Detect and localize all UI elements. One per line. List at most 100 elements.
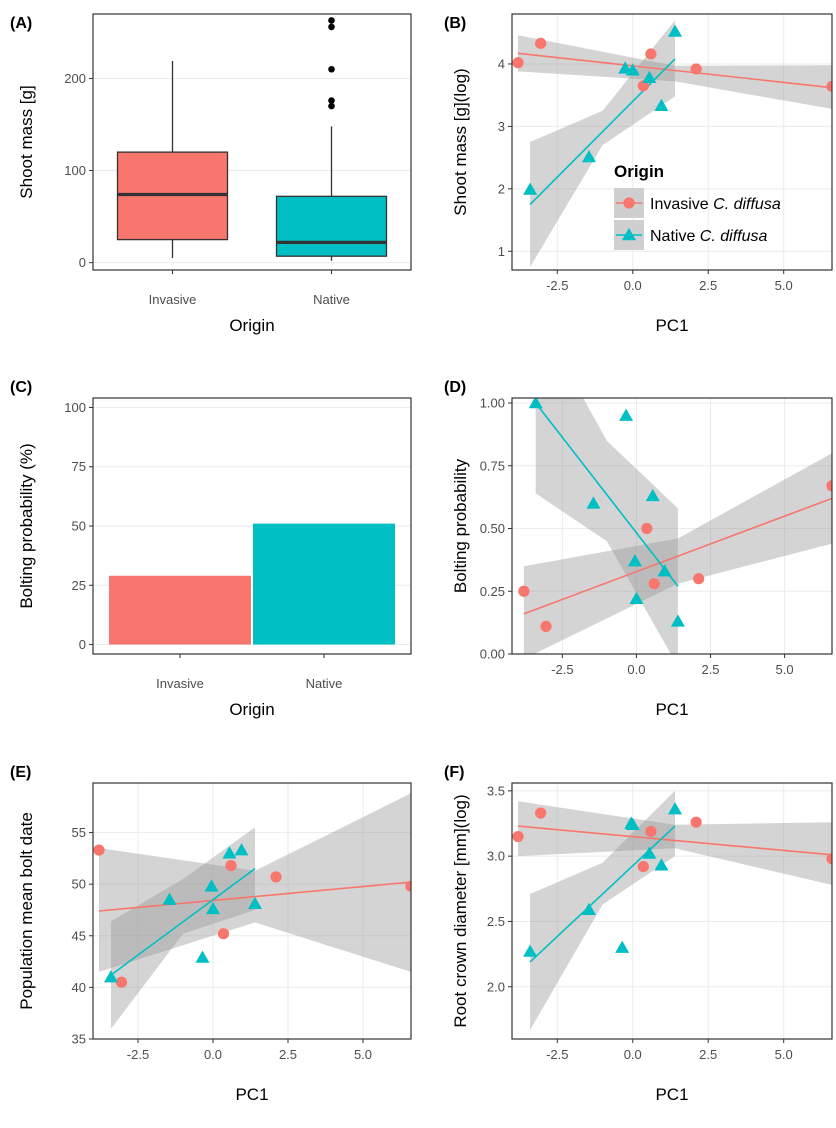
data-point-triangle <box>645 488 660 502</box>
data-point-circle <box>690 816 702 828</box>
outlier-point <box>328 17 335 24</box>
y-tick-label: 55 <box>72 825 86 840</box>
legend-key-circle <box>623 197 635 209</box>
confidence-band-invasive <box>518 801 832 885</box>
x-tick-label: 5.0 <box>775 1047 793 1062</box>
x-tick-label: 0.0 <box>624 1047 642 1062</box>
panel-label: (B) <box>444 15 466 32</box>
data-point-circle <box>405 880 411 892</box>
legend-title: Origin <box>614 162 664 181</box>
y-axis-title: Population mean bolt date <box>17 812 36 1010</box>
x-tick-label: 5.0 <box>775 278 793 293</box>
data-point-triangle <box>195 950 210 963</box>
x-tick-label: 5.0 <box>354 1047 372 1062</box>
data-point-circle <box>535 807 547 819</box>
confidence-band-native <box>530 790 675 1030</box>
panel-label: (D) <box>444 379 466 396</box>
fit-line-invasive <box>98 881 411 912</box>
plot-border <box>511 13 833 271</box>
fit-line-invasive <box>517 825 832 856</box>
data-point-triangle <box>668 802 683 815</box>
y-tick-label: 3 <box>498 119 505 134</box>
legend-label-native: Native C. diffusa <box>650 228 767 245</box>
data-point-circle <box>540 620 552 632</box>
y-axis-title: Bolting probability (%) <box>17 443 36 608</box>
data-point-triangle <box>528 398 543 409</box>
data-point-triangle <box>162 892 177 905</box>
x-tick-label: 5.0 <box>776 662 794 677</box>
plot-background <box>512 14 832 270</box>
y-tick-label: 2.0 <box>487 979 505 994</box>
data-point-triangle <box>657 564 672 577</box>
fit-line-invasive <box>517 52 832 89</box>
y-tick-label: 35 <box>72 1032 86 1047</box>
data-point-triangle <box>523 944 538 957</box>
bar-native <box>253 523 395 645</box>
x-tick-label: -2.5 <box>551 662 573 677</box>
data-point-triangle <box>642 846 657 859</box>
confidence-band-invasive <box>523 453 832 654</box>
confidence-band-native <box>111 827 255 1029</box>
panel-d: 0.00 0.25 0.50 0.75 1.00 -2.5 0.0 2.5 5.0 (D) PC1 B… <box>444 379 833 719</box>
data-point-circle <box>826 853 832 865</box>
data-point-circle <box>512 830 524 843</box>
y-tick-label: 0.50 <box>480 521 505 536</box>
data-point-circle <box>648 578 660 590</box>
panel-label: (A) <box>10 15 32 32</box>
data-point-circle <box>690 63 702 75</box>
panel-c: 0 25 50 75 100 Invasive Native (C) Origin Bolting… <box>10 379 412 719</box>
data-point-circle <box>225 859 237 872</box>
panel-e: 35 40 45 50 55 -2.5 0.0 2.5 5.0 (E) PC1 Population … <box>10 764 412 1104</box>
plot-border <box>92 782 412 1040</box>
x-axis-title: PC1 <box>235 1085 268 1104</box>
y-tick-label: 0.25 <box>480 584 505 599</box>
data-point-circle <box>535 37 547 49</box>
data-point-triangle <box>619 408 634 421</box>
data-point-triangle <box>204 879 219 892</box>
panel-f: 2.0 2.5 3.0 3.5 -2.5 0.0 2.5 5.0 (F) PC1 Root crow… <box>444 764 833 1104</box>
data-point-circle <box>270 871 282 883</box>
y-tick-label: 45 <box>72 928 86 943</box>
x-tick-label: Native <box>306 676 343 691</box>
y-tick-label: 0.00 <box>480 647 505 662</box>
x-tick-label: Invasive <box>156 676 204 691</box>
data-point-triangle <box>104 970 118 983</box>
plot-background <box>93 783 411 1039</box>
fit-line-native <box>529 58 676 206</box>
data-point-triangle <box>629 591 644 605</box>
data-point-triangle <box>654 858 669 871</box>
panel-b: 1 2 3 4 -2.5 0.0 2.5 5.0 (B) PC1 Shoot mass [g](lo… <box>444 13 833 335</box>
y-axis-title: Bolting probability <box>451 458 470 593</box>
data-point-circle <box>518 585 530 597</box>
plot-border <box>92 13 412 271</box>
y-tick-label: 1 <box>498 244 505 259</box>
fit-line-native <box>110 868 256 976</box>
data-point-circle <box>93 844 105 856</box>
data-point-triangle <box>222 846 237 859</box>
x-tick-label: 2.5 <box>699 1047 717 1062</box>
x-tick-label: 0.0 <box>204 1047 222 1062</box>
data-point-triangle <box>615 940 630 953</box>
data-point-triangle <box>586 496 601 509</box>
data-point-circle <box>826 480 832 492</box>
y-tick-label: 3.5 <box>487 783 505 798</box>
y-tick-label: 4 <box>498 56 505 71</box>
y-tick-label: 50 <box>72 519 86 534</box>
data-point-circle <box>637 80 649 92</box>
y-tick-label: 50 <box>72 877 86 892</box>
plot-content <box>93 793 411 1029</box>
data-point-circle <box>637 860 649 873</box>
x-tick-label: -2.5 <box>546 1047 568 1062</box>
data-point-triangle <box>581 902 596 915</box>
data-point-triangle <box>625 817 640 831</box>
y-tick-label: 1.00 <box>480 396 505 411</box>
outlier-point <box>328 23 335 31</box>
plot-content <box>518 398 832 654</box>
fit-line-native <box>535 402 679 587</box>
y-tick-label: 100 <box>64 163 86 178</box>
y-tick-label: 100 <box>64 400 86 415</box>
y-tick-label: 25 <box>72 578 86 593</box>
x-tick-label: -2.5 <box>127 1047 149 1062</box>
x-tick-label: 0.0 <box>624 278 642 293</box>
